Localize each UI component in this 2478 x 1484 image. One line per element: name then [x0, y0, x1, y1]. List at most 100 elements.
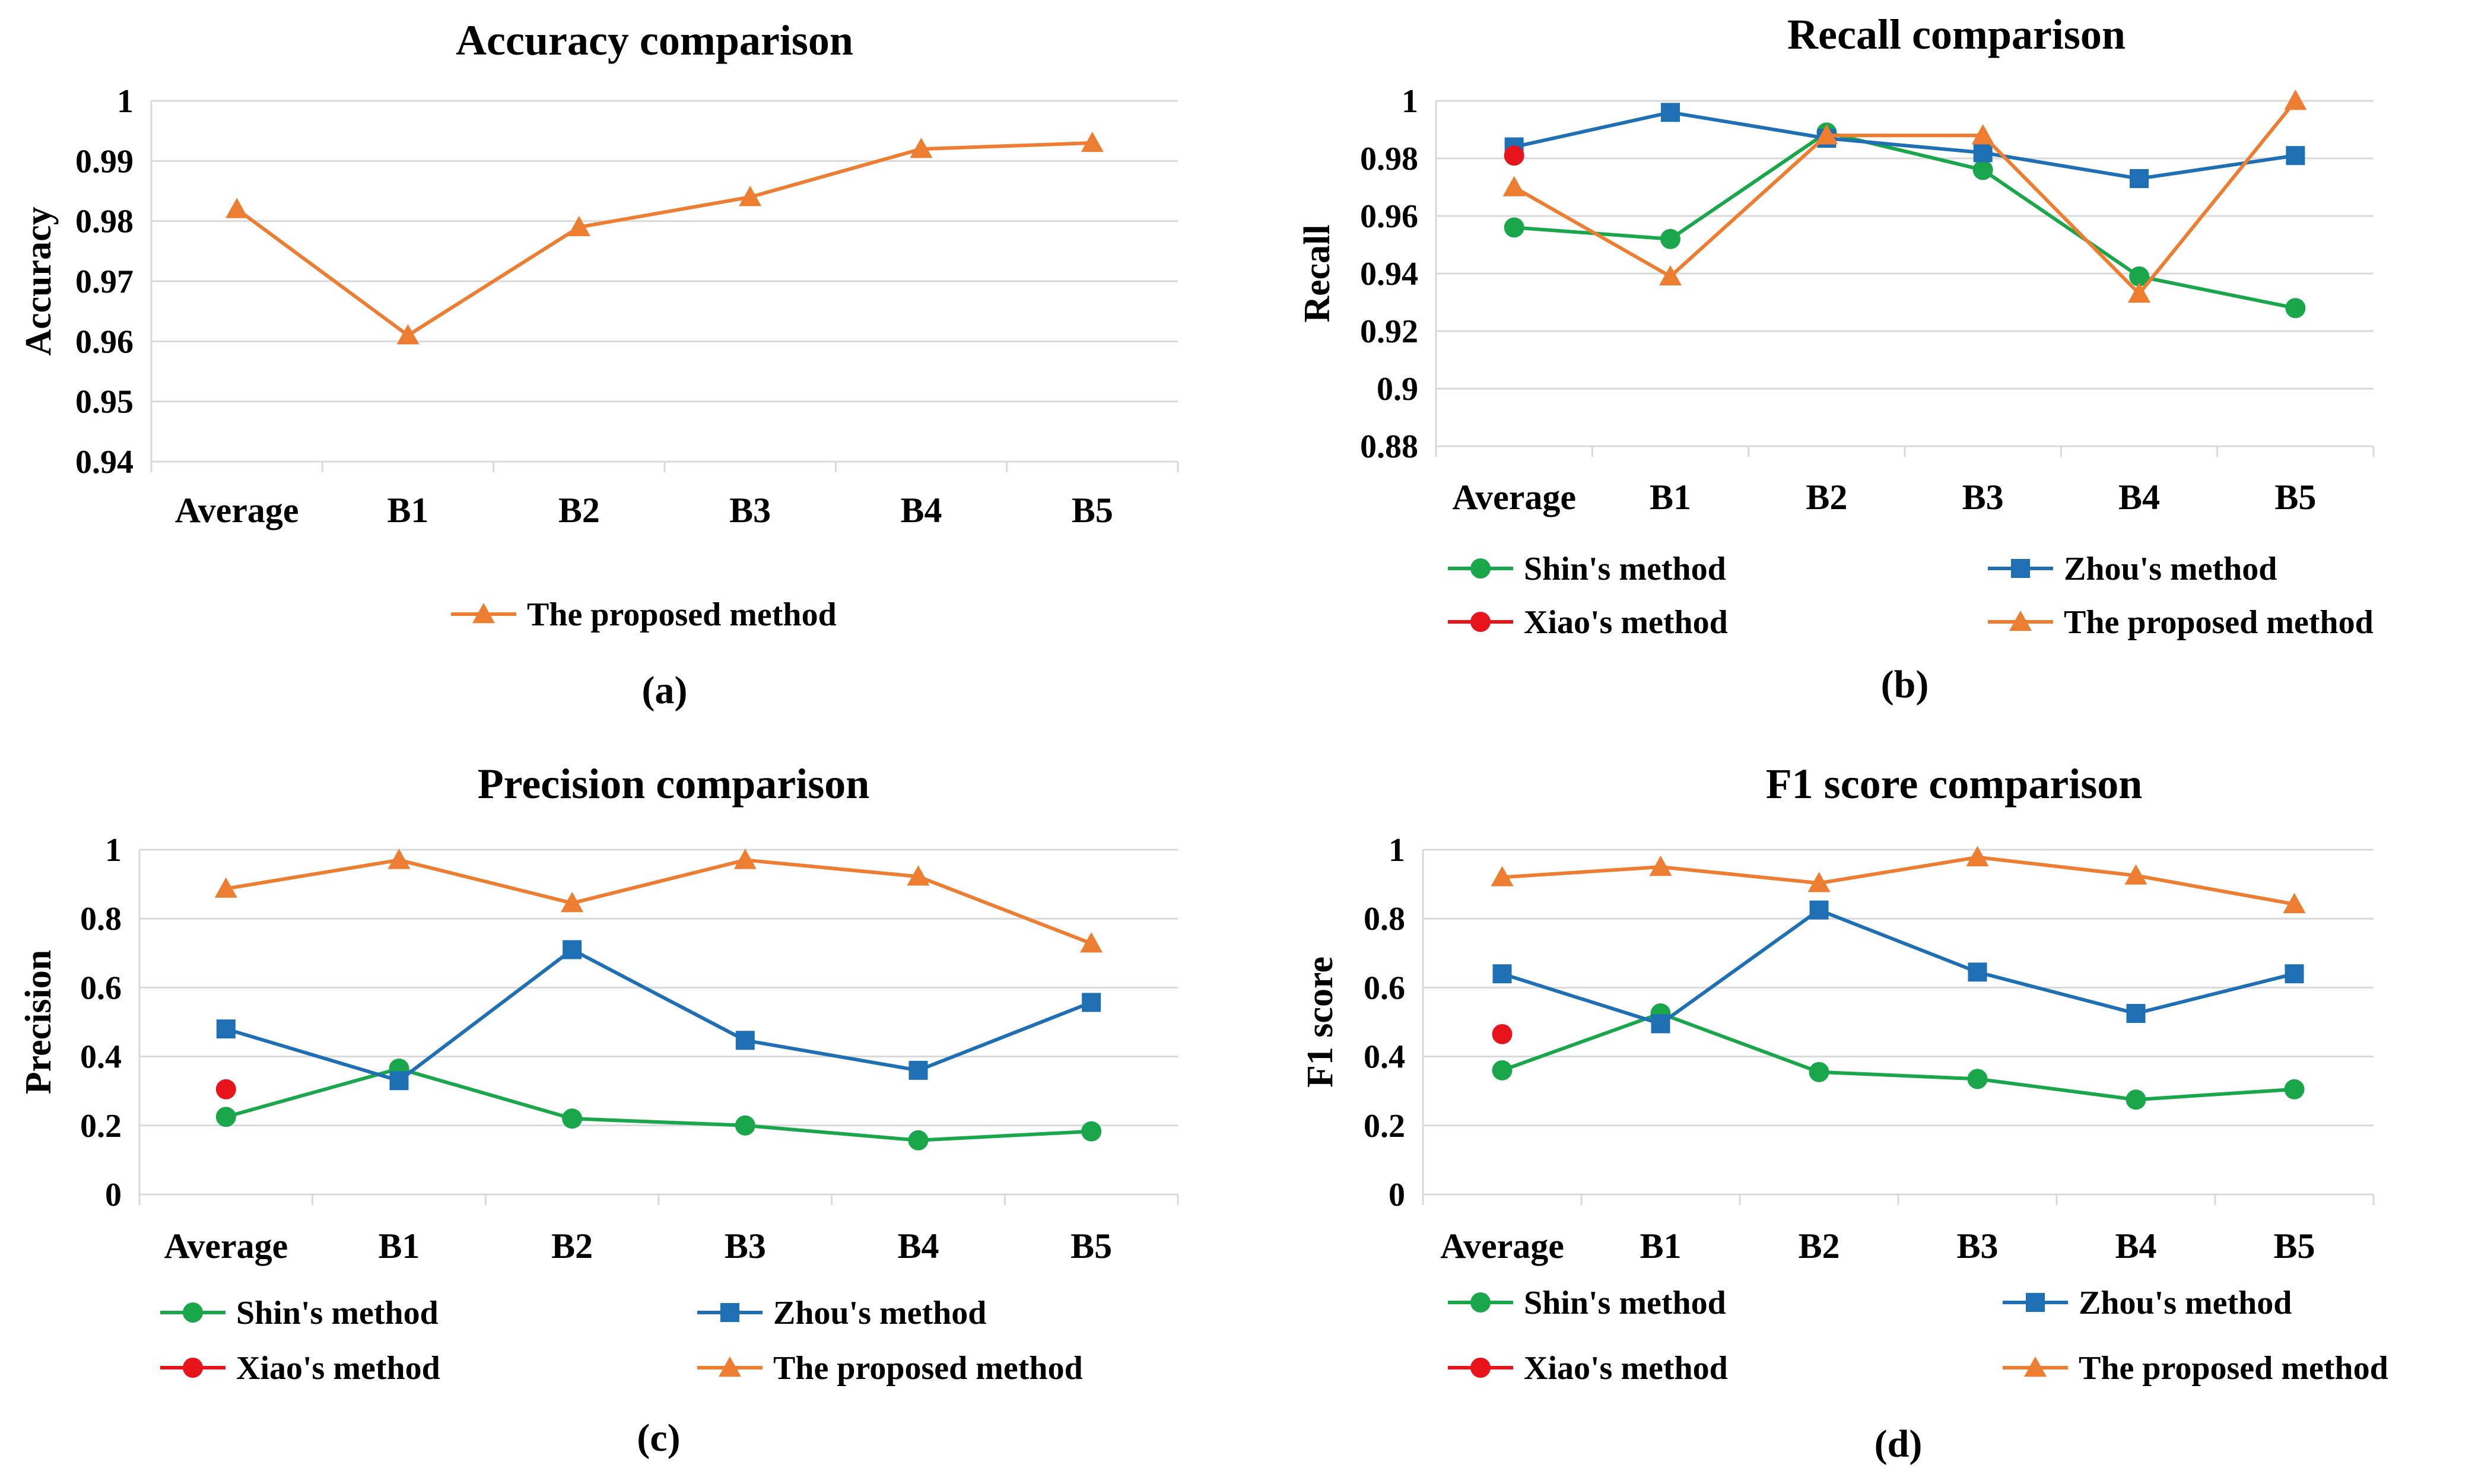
data-point-proposed [1081, 131, 1104, 152]
data-point-shin [1660, 228, 1680, 249]
data-point-shin [2284, 1079, 2305, 1100]
x-tick-label: B4 [2115, 1226, 2156, 1266]
y-axis-label: Precision [18, 950, 59, 1094]
data-point-proposed [733, 849, 757, 869]
series-line-shin [1514, 131, 2296, 310]
data-point-shin [2129, 266, 2149, 287]
legend-label: Xiao's method [1524, 604, 1728, 641]
x-tick-label: B1 [1650, 478, 1691, 517]
y-tick-label: 0 [1389, 1177, 1405, 1213]
y-tick-label: 0.9 [1377, 371, 1418, 408]
series-line-shin [1501, 1011, 2295, 1102]
data-point-shin [2285, 298, 2306, 319]
data-point-zhou [2126, 1003, 2146, 1023]
x-tick-label: B3 [725, 1226, 766, 1266]
y-tick-label: 0.94 [1360, 256, 1418, 293]
legend-marker-shin [183, 1302, 203, 1323]
y-tick-label: 0.98 [1360, 141, 1418, 177]
chart-title: F1 score comparison [1766, 760, 2143, 808]
y-tick-label: 0.8 [1364, 901, 1405, 938]
data-point-xiao [215, 1079, 236, 1100]
y-tick-label: 0.99 [75, 143, 134, 180]
x-tick-label: B2 [551, 1226, 593, 1266]
data-point-proposed [2128, 282, 2150, 303]
legend-label: Zhou's method [773, 1295, 986, 1332]
y-tick-label: 1 [1389, 832, 1405, 869]
data-point-zhou [1968, 962, 1987, 982]
data-point-proposed [2284, 90, 2307, 110]
data-point-proposed [1649, 856, 1672, 876]
data-point-shin [562, 1108, 583, 1129]
legend-marker-zhou [720, 1303, 739, 1322]
x-tick-label: B1 [378, 1226, 420, 1266]
series-line-shin [225, 1066, 1092, 1142]
recall-chart: Recall comparison 0.88 0.9 0.92 0.94 0.96 0.98… [1297, 11, 2375, 706]
legend-marker-xiao [1470, 1358, 1491, 1378]
data-point-proposed [1491, 866, 1514, 886]
legend-marker-zhou [2026, 1293, 2045, 1312]
panel-label: (c) [637, 1416, 680, 1460]
data-point-xiao [1492, 1024, 1513, 1044]
data-point-proposed [1807, 872, 1831, 892]
data-point-proposed [561, 892, 584, 913]
legend-label: Xiao's method [236, 1350, 440, 1387]
data-point-proposed [1080, 932, 1103, 953]
legend-label: Shin's method [236, 1295, 439, 1332]
legend-label: Shin's method [1524, 551, 1726, 587]
y-axis-label: Accuracy [18, 206, 59, 355]
panel-label: (b) [1881, 663, 1929, 706]
data-point-proposed [907, 865, 930, 886]
data-point-zhou [1492, 964, 1512, 984]
data-point-zhou [1973, 143, 1993, 163]
data-point-proposed [1815, 124, 1838, 145]
x-tick-label: B3 [1956, 1226, 1998, 1266]
legend-marker-xiao [183, 1358, 203, 1378]
series-line-zhou [1501, 908, 2295, 1026]
x-tick-label: B2 [1806, 478, 1847, 517]
data-point-shin [908, 1130, 929, 1151]
legend-label: Xiao's method [1524, 1350, 1728, 1387]
y-tick-label: 0.6 [80, 970, 122, 1006]
series-line-zhou [1514, 110, 2296, 180]
panel-label: (a) [642, 669, 688, 712]
y-tick-label: 0.95 [75, 384, 134, 421]
x-tick-label: B5 [1070, 1226, 1112, 1266]
legend-marker-proposed [719, 1356, 741, 1377]
x-tick-label: B3 [729, 491, 771, 530]
data-point-xiao [1504, 145, 1524, 166]
legend-label: Zhou's method [2064, 551, 2277, 587]
y-tick-label: 0.97 [75, 263, 134, 300]
data-point-proposed [214, 877, 237, 898]
x-tick-label: B4 [900, 491, 942, 530]
x-tick-label: B3 [1962, 478, 2004, 517]
data-point-zhou [2285, 964, 2304, 984]
data-point-shin [1967, 1069, 1988, 1089]
chart-title: Accuracy comparison [456, 17, 853, 64]
data-point-proposed [1971, 124, 1994, 145]
x-tick-label: Average [1440, 1226, 1564, 1266]
data-point-shin [1972, 160, 1993, 180]
data-point-zhou [216, 1019, 236, 1039]
x-tick-label: B2 [1798, 1226, 1840, 1266]
precision-chart: Precision comparison 0 0.2 0.4 0.6 0.8 1 Averag… [18, 760, 1179, 1460]
y-tick-label: 0.8 [80, 901, 122, 938]
data-point-zhou [2286, 146, 2305, 166]
y-tick-label: 0.4 [1364, 1039, 1405, 1076]
data-point-proposed [1966, 846, 1989, 866]
data-point-zhou [908, 1060, 928, 1080]
data-point-proposed [910, 138, 933, 158]
series-line-proposed [236, 141, 1092, 338]
data-point-zhou [735, 1031, 755, 1050]
x-tick-label: B5 [2274, 478, 2316, 517]
y-tick-label: 0.96 [1360, 198, 1418, 235]
legend-marker-xiao [1470, 612, 1491, 632]
accuracy-chart: Accuracy comparison 0.94 0.95 0.96 0.97 0.98 0… [18, 17, 1179, 712]
chart-title: Precision comparison [478, 760, 870, 808]
legend-marker-shin [1470, 1292, 1491, 1313]
y-tick-label: 1 [1402, 83, 1418, 120]
data-point-proposed [225, 198, 249, 218]
legend-marker-proposed [2024, 1356, 2047, 1377]
y-tick-label: 0.94 [75, 444, 134, 481]
legend-marker-proposed [2009, 611, 2032, 631]
